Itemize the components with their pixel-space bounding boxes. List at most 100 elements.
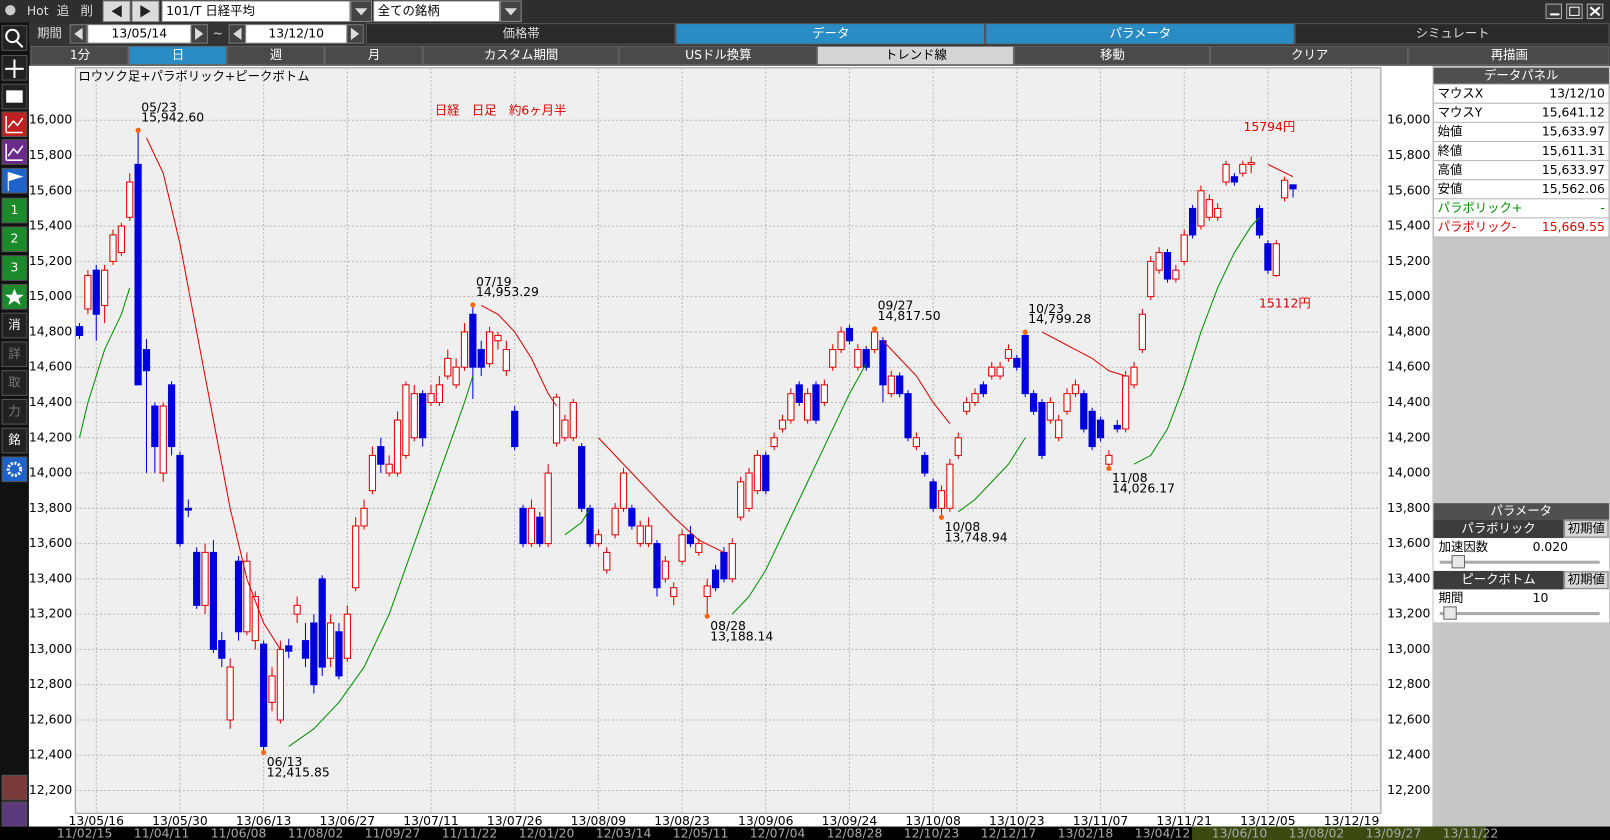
date-from[interactable] — [87, 24, 192, 44]
candle-body — [653, 543, 661, 589]
toolbar-button[interactable] — [30, 45, 129, 66]
period-label: 期間 — [37, 26, 62, 40]
candle-body — [1096, 419, 1105, 439]
bulb-icon[interactable] — [5, 5, 16, 16]
toolbar-button[interactable] — [1210, 45, 1409, 66]
sidebar-button[interactable] — [1, 341, 28, 368]
symbol-input[interactable] — [161, 0, 351, 23]
sidebar-button[interactable] — [1, 774, 28, 801]
row-value: 15,633.97 — [1542, 163, 1605, 177]
sidebar-button[interactable] — [1, 226, 28, 253]
toolbar-button[interactable] — [128, 45, 227, 66]
sidebar-button[interactable] — [1, 456, 28, 483]
sidebar-button[interactable] — [1, 801, 28, 828]
y-tick-label: 12,400 — [29, 748, 72, 762]
window-button[interactable] — [1545, 3, 1563, 19]
parabolic-line — [564, 508, 591, 536]
sidebar-button[interactable] — [1, 197, 28, 224]
date-to[interactable] — [245, 24, 348, 44]
candle-body — [804, 393, 812, 421]
sidebar-button[interactable] — [1, 255, 28, 281]
y-tick-label: 14,600 — [29, 360, 72, 374]
nav-arrow — [140, 5, 151, 18]
tab[interactable] — [675, 23, 986, 45]
candle-body — [1113, 424, 1121, 430]
history-range — [1192, 826, 1487, 840]
toolbar-button[interactable] — [226, 45, 325, 66]
toolbar-button[interactable] — [1013, 45, 1211, 66]
candle-body — [285, 645, 293, 652]
candle-body — [268, 675, 276, 703]
candle-body — [1255, 207, 1264, 236]
sidebar-button[interactable] — [1, 427, 28, 454]
y-tick-label: 16,000 — [1387, 113, 1430, 127]
candle-body — [310, 622, 318, 686]
chart-icon — [5, 143, 24, 161]
candle-body — [167, 384, 176, 448]
parabolic-line — [957, 437, 1026, 513]
history-date: 12/10/23 — [904, 826, 960, 840]
slider-thumb[interactable] — [1443, 606, 1457, 620]
candle-body — [460, 331, 469, 368]
tab[interactable] — [1294, 23, 1610, 45]
y-tick-label: 13,800 — [1387, 501, 1430, 515]
sidebar-button[interactable] — [1, 370, 28, 396]
tab[interactable] — [985, 23, 1295, 45]
window-button[interactable] — [1566, 3, 1583, 19]
parabolic-line — [146, 137, 281, 650]
candle-body — [536, 516, 544, 545]
sidebar-button[interactable] — [1, 167, 28, 194]
slider-thumb[interactable] — [1451, 555, 1465, 569]
date-from-text: 13/05/14 — [112, 26, 168, 40]
candle-body — [753, 454, 762, 492]
candle-body — [1172, 269, 1180, 280]
candle-body — [385, 463, 393, 474]
row-value: 15,562.06 — [1542, 182, 1605, 196]
y-tick-label: 12,200 — [29, 783, 72, 797]
candle-body — [201, 551, 209, 606]
toolbar-button-label: トレンド線 — [885, 47, 948, 62]
reset-button[interactable] — [1564, 520, 1609, 538]
candle-body — [511, 410, 519, 448]
x-tick-label: 13/12/19 — [1324, 814, 1380, 828]
dropdown-arrow — [355, 8, 368, 16]
search-icon — [5, 28, 20, 44]
candle-body — [644, 525, 653, 545]
candle-body — [988, 366, 996, 377]
candle-body — [1214, 207, 1222, 218]
candle-body — [829, 349, 837, 368]
history-date: 13/08/02 — [1289, 826, 1345, 840]
maximize-icon — [1569, 6, 1580, 16]
flag-icon — [7, 171, 24, 192]
candle-body — [176, 454, 184, 545]
candle-body — [519, 507, 527, 545]
parabolic-line — [1133, 216, 1260, 465]
y-tick-label: 12,800 — [29, 677, 72, 691]
annotation: 15112円 — [1259, 296, 1311, 310]
peak-date: 08/28 — [710, 619, 746, 633]
candle-body — [711, 569, 720, 589]
candle-body — [795, 384, 803, 403]
candle-body — [770, 437, 778, 448]
candle-body — [1138, 313, 1146, 351]
toolbar-button[interactable] — [324, 45, 423, 66]
slider-track — [1439, 560, 1600, 564]
toolbar-button[interactable] — [422, 45, 619, 66]
y-tick-label: 13,000 — [1387, 642, 1430, 656]
candle-body — [1130, 366, 1138, 386]
candle-body — [301, 640, 310, 659]
sidebar-label: 銘 — [8, 432, 20, 447]
reset-button[interactable] — [1564, 571, 1609, 589]
tab[interactable] — [365, 23, 676, 45]
arrow — [74, 27, 83, 41]
history-date: 11/02/15 — [57, 826, 113, 840]
candle-body — [452, 366, 460, 386]
toolbar-button[interactable] — [1408, 45, 1610, 66]
sidebar-button[interactable] — [1, 312, 28, 339]
toolbar-button[interactable] — [816, 45, 1014, 66]
candle-body — [870, 331, 879, 351]
universe-input[interactable] — [373, 0, 501, 23]
toolbar-button[interactable] — [618, 45, 817, 66]
row-label: マウスY — [1438, 106, 1483, 120]
sidebar-button[interactable] — [1, 398, 28, 425]
